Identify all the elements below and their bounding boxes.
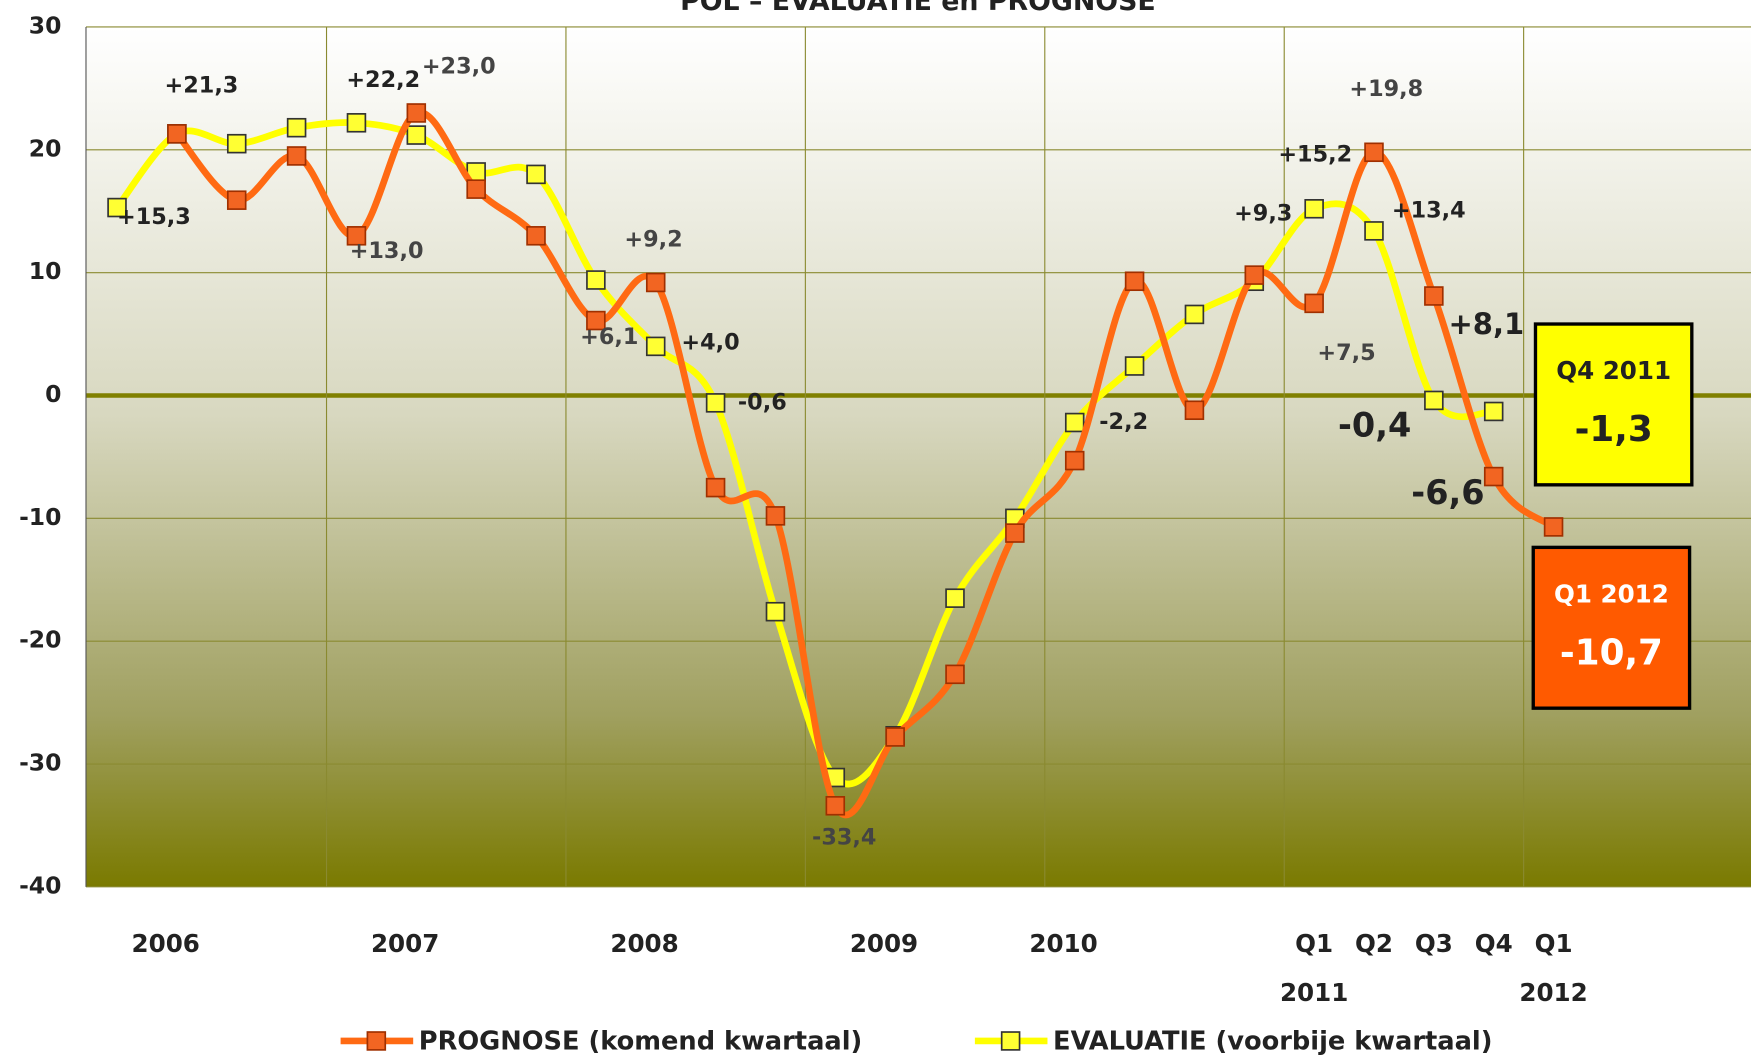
marker [1184, 400, 1205, 421]
x-tick-label: Q1 [1295, 929, 1333, 958]
marker [286, 146, 307, 166]
data-label: -0,6 [738, 389, 787, 415]
callout-title: Q1 2012 [1554, 579, 1669, 608]
data-label: +15,2 [1278, 142, 1352, 168]
marker [346, 226, 367, 246]
legend-label: PROGNOSE (komend kwartaal) [419, 1027, 862, 1057]
marker [586, 270, 606, 290]
marker [1424, 390, 1444, 411]
marker [945, 588, 965, 608]
marker [226, 190, 247, 210]
x-tick-label: Q2 [1355, 929, 1393, 958]
marker [1184, 304, 1205, 325]
plot-area [85, 26, 1751, 887]
marker [526, 226, 546, 246]
x-tick-label: 2008 [610, 929, 678, 958]
data-label: +13,0 [350, 238, 424, 264]
y-tick-label: -40 [19, 871, 61, 899]
marker [1244, 265, 1265, 285]
x-tick-label: 2010 [1029, 929, 1097, 958]
x-tick-label: 2009 [850, 929, 918, 958]
data-label: +23,0 [422, 54, 496, 80]
x-group-label: 2011 [1280, 978, 1348, 1007]
x-tick-label: Q4 [1475, 929, 1513, 958]
marker [1005, 523, 1025, 543]
legend-marker [1000, 1031, 1021, 1051]
callout-value: -10,7 [1560, 633, 1663, 674]
marker [1124, 271, 1145, 292]
marker [406, 125, 427, 145]
data-label: +7,5 [1317, 340, 1375, 366]
marker [705, 393, 726, 413]
marker [705, 477, 726, 498]
x-group-label: 2012 [1519, 978, 1587, 1007]
marker [167, 124, 187, 144]
marker [406, 103, 427, 123]
data-label: -6,6 [1411, 473, 1484, 512]
data-label: +15,3 [117, 204, 191, 230]
data-label: -0,4 [1338, 406, 1411, 445]
x-tick-label: Q3 [1415, 929, 1453, 958]
marker [586, 310, 606, 331]
data-label: -33,4 [812, 825, 876, 851]
marker [1124, 356, 1145, 376]
marker [1543, 517, 1564, 537]
data-label: +9,2 [624, 227, 682, 253]
data-label: +19,8 [1349, 76, 1423, 102]
callout-box [1531, 545, 1692, 710]
x-tick-label: Q1 [1535, 929, 1573, 958]
x-tick-label: 2006 [132, 929, 200, 958]
data-label: +9,3 [1234, 201, 1292, 227]
chart-title: POL – EVALUATIE en PROGNOSE [680, 0, 1156, 17]
callout-value: -1,3 [1575, 409, 1653, 450]
marker [1424, 286, 1444, 306]
marker [1364, 221, 1384, 241]
marker [286, 117, 307, 138]
marker [1364, 142, 1384, 163]
x-tick-label: 2007 [371, 929, 439, 958]
marker [1304, 293, 1324, 314]
y-tick-label: -20 [19, 626, 61, 654]
marker [765, 601, 786, 622]
marker [885, 727, 905, 747]
marker [1064, 412, 1085, 433]
legend-label: EVALUATIE (voorbije kwartaal) [1053, 1027, 1492, 1057]
marker [1483, 466, 1504, 487]
data-label: +21,3 [165, 72, 239, 98]
y-tick-label: -10 [19, 503, 61, 531]
data-label: +13,4 [1392, 197, 1466, 223]
callout-title: Q4 2011 [1556, 356, 1671, 385]
marker [1064, 450, 1085, 471]
callout-yellow: Q4 2011 -1,3 [1533, 322, 1694, 487]
callout-box [1533, 322, 1694, 487]
y-tick-label: 20 [29, 134, 62, 162]
marker [526, 164, 546, 185]
marker [1483, 401, 1504, 422]
data-label: +22,2 [346, 67, 420, 93]
marker [645, 272, 666, 293]
marker [945, 664, 965, 685]
callout-orange: Q1 2012 -10,7 [1531, 545, 1692, 710]
data-label: -2,2 [1099, 409, 1148, 435]
marker [825, 796, 846, 816]
marker [645, 336, 666, 357]
marker [346, 113, 367, 133]
y-tick-label: 30 [29, 11, 62, 39]
y-tick-label: 0 [45, 380, 61, 408]
data-label: +4,0 [681, 330, 739, 356]
marker [226, 133, 247, 154]
marker [1304, 199, 1324, 219]
marker [107, 197, 127, 218]
y-tick-label: 10 [29, 257, 62, 285]
marker [466, 179, 486, 199]
marker [765, 506, 786, 526]
data-label: +6,1 [580, 324, 638, 350]
data-label: +8,1 [1448, 307, 1524, 341]
legend-marker [366, 1031, 387, 1051]
y-tick-label: -30 [19, 749, 61, 777]
